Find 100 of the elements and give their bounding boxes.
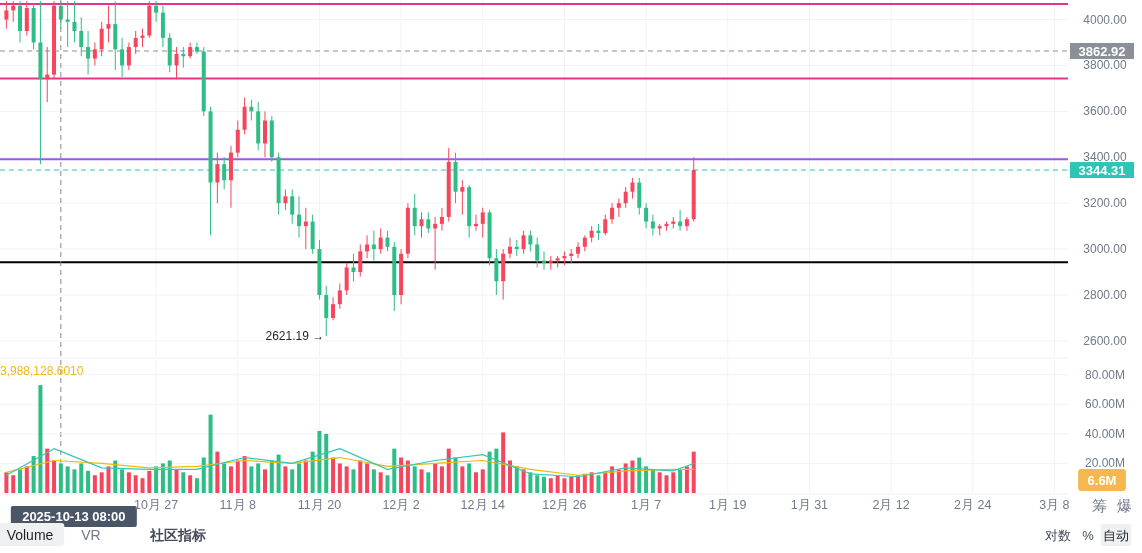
y-tick-label: 20.00M bbox=[1084, 456, 1126, 471]
bar bbox=[276, 454, 281, 493]
candlestick bbox=[494, 248, 499, 296]
bar bbox=[228, 466, 233, 493]
candlestick bbox=[426, 211, 431, 234]
candlestick bbox=[79, 16, 84, 57]
annotation: 2621.19 → bbox=[265, 329, 325, 344]
x-tick-label: 12月 2 bbox=[382, 498, 420, 512]
candlestick bbox=[521, 230, 526, 255]
bar bbox=[65, 466, 70, 493]
x-tick-label: 1月 7 bbox=[630, 498, 662, 512]
bar bbox=[473, 472, 478, 493]
bar bbox=[446, 448, 451, 493]
x-tick-label: 11月 8 bbox=[219, 498, 257, 512]
bar bbox=[79, 463, 84, 493]
bar bbox=[405, 460, 410, 493]
candlestick bbox=[188, 41, 193, 60]
bar bbox=[188, 475, 193, 493]
candlestick bbox=[412, 193, 417, 236]
candlestick bbox=[623, 186, 628, 209]
bar bbox=[154, 466, 159, 493]
candlestick bbox=[194, 41, 199, 55]
bar bbox=[528, 472, 533, 493]
bar bbox=[460, 466, 465, 493]
candlestick bbox=[106, 5, 111, 43]
text: 6.6M bbox=[1087, 473, 1117, 488]
candlestick bbox=[576, 241, 581, 259]
bar bbox=[644, 466, 649, 493]
candlestick bbox=[283, 188, 288, 211]
bar bbox=[378, 472, 383, 493]
bar bbox=[433, 463, 438, 493]
bar bbox=[392, 448, 397, 493]
bar bbox=[439, 466, 444, 493]
candlestick bbox=[358, 244, 363, 278]
annotation: 3,988,128.6010 bbox=[0, 364, 84, 378]
bar bbox=[453, 457, 458, 493]
bar bbox=[589, 472, 594, 493]
bar bbox=[521, 469, 526, 493]
bar bbox=[637, 457, 642, 493]
candlestick bbox=[351, 253, 356, 282]
bar bbox=[603, 472, 608, 493]
candlestick bbox=[507, 237, 512, 259]
bar bbox=[18, 469, 23, 493]
bar bbox=[562, 478, 567, 493]
candlestick bbox=[72, 0, 77, 43]
bar bbox=[337, 463, 342, 493]
bar bbox=[31, 456, 36, 493]
bar bbox=[399, 457, 404, 493]
bar bbox=[419, 469, 424, 493]
bar bbox=[242, 456, 247, 493]
bar bbox=[480, 469, 485, 493]
bar bbox=[256, 463, 261, 493]
candlestick bbox=[4, 0, 9, 30]
text: 自动 bbox=[1103, 528, 1129, 543]
y-tick-label: 4000.00 bbox=[1083, 12, 1128, 27]
bar bbox=[283, 466, 288, 493]
bar bbox=[467, 463, 472, 493]
candlestick bbox=[337, 283, 342, 310]
y-tick-label: 3600.00 bbox=[1083, 104, 1128, 119]
candlestick bbox=[324, 285, 329, 337]
candlestick bbox=[126, 41, 131, 71]
bar bbox=[194, 478, 199, 493]
bar bbox=[11, 475, 16, 493]
bar bbox=[120, 469, 125, 493]
candlestick bbox=[235, 120, 240, 158]
bar bbox=[4, 472, 9, 493]
candlestick bbox=[290, 188, 295, 225]
bar bbox=[86, 470, 91, 493]
candlestick bbox=[99, 21, 104, 57]
bar bbox=[317, 430, 322, 493]
bar bbox=[351, 469, 356, 493]
candlestick bbox=[528, 230, 533, 252]
bar bbox=[174, 469, 179, 493]
text: VR bbox=[81, 527, 101, 543]
y-tick-label: 3400.00 bbox=[1083, 150, 1128, 165]
bar bbox=[684, 466, 689, 493]
x-tick-label: 10月 27 bbox=[133, 498, 179, 512]
bar bbox=[494, 448, 499, 493]
bar bbox=[650, 469, 655, 493]
bar bbox=[542, 476, 547, 493]
bar bbox=[201, 457, 206, 493]
bar bbox=[99, 472, 104, 493]
bar bbox=[133, 475, 138, 493]
x-tick-label: 1月 31 bbox=[790, 498, 829, 512]
x-tick-label: 12月 14 bbox=[460, 498, 505, 512]
ref-line-label: 3344.31 bbox=[1078, 163, 1126, 179]
bar bbox=[58, 463, 63, 493]
y-tick-label: 60.00M bbox=[1084, 397, 1126, 412]
bar bbox=[671, 472, 676, 493]
x-tick-label: 3月 8 bbox=[1039, 498, 1070, 512]
candlestick bbox=[460, 179, 465, 216]
ref-line-label: 3862.92 bbox=[1078, 43, 1126, 59]
candlestick bbox=[297, 195, 302, 239]
candlestick bbox=[263, 110, 267, 158]
candlestick bbox=[439, 207, 444, 232]
candlestick bbox=[616, 198, 621, 218]
y-tick-label: 3200.00 bbox=[1083, 196, 1128, 211]
bar bbox=[344, 466, 349, 493]
candlestick bbox=[86, 30, 91, 76]
candlestick bbox=[630, 177, 635, 200]
